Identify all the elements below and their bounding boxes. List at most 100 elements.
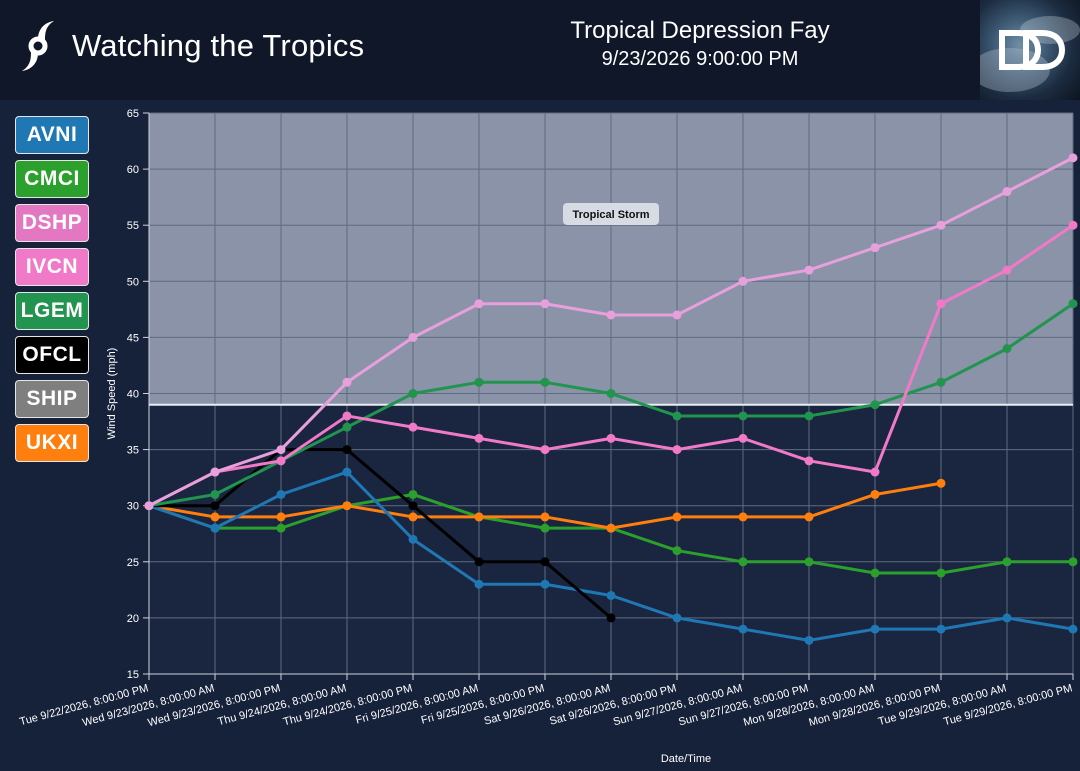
data-point-cmci bbox=[408, 489, 418, 499]
legend-button-ship[interactable]: SHIP bbox=[15, 380, 89, 418]
y-tick-label: 60 bbox=[127, 164, 139, 176]
tropical-storm-label-text: Tropical Storm bbox=[572, 209, 649, 221]
data-point-cmci bbox=[738, 557, 748, 567]
data-point-avni bbox=[804, 635, 814, 645]
data-point-avni bbox=[474, 579, 484, 589]
data-point-dshp bbox=[870, 243, 880, 253]
data-point-avni bbox=[870, 624, 880, 634]
data-point-ofcl bbox=[474, 557, 484, 567]
data-point-ukxi bbox=[672, 512, 682, 522]
dd-logo-icon bbox=[980, 0, 1080, 100]
data-point-ukxi bbox=[540, 512, 550, 522]
data-point-ukxi bbox=[408, 512, 418, 522]
y-tick-label: 45 bbox=[127, 332, 139, 344]
storm-info: Tropical Depression Fay 9/23/2026 9:00:0… bbox=[500, 16, 900, 72]
data-point-lgem bbox=[408, 389, 418, 398]
data-point-dshp bbox=[936, 220, 946, 230]
data-point-avni bbox=[1068, 624, 1078, 634]
data-point-cmci bbox=[870, 568, 880, 578]
data-point-ivcn bbox=[672, 445, 682, 455]
data-point-lgem bbox=[210, 489, 220, 499]
data-point-dshp bbox=[540, 299, 550, 309]
data-point-avni bbox=[276, 489, 286, 499]
data-point-avni bbox=[1002, 613, 1012, 623]
data-point-ukxi bbox=[936, 478, 946, 488]
data-point-avni bbox=[672, 613, 682, 623]
data-point-ukxi bbox=[276, 512, 286, 522]
brand[interactable]: Watching the Tropics bbox=[18, 20, 364, 72]
data-point-lgem bbox=[870, 400, 880, 410]
data-point-ukxi bbox=[870, 489, 880, 499]
data-point-cmci bbox=[672, 546, 682, 556]
data-point-ofcl bbox=[540, 557, 550, 567]
data-point-ofcl bbox=[210, 501, 220, 511]
data-point-ivcn bbox=[606, 433, 616, 443]
app-title: Watching the Tropics bbox=[72, 28, 365, 63]
data-point-avni bbox=[342, 467, 352, 477]
y-tick-label: 55 bbox=[127, 220, 139, 232]
legend-button-lgem[interactable]: LGEM bbox=[15, 292, 89, 330]
data-point-ofcl bbox=[342, 445, 352, 455]
data-point-lgem bbox=[606, 389, 616, 398]
data-point-ofcl bbox=[408, 501, 418, 511]
data-point-dshp bbox=[738, 276, 748, 286]
data-point-ivcn bbox=[1002, 265, 1012, 275]
data-point-ivcn bbox=[342, 411, 352, 421]
data-point-avni bbox=[606, 590, 616, 600]
data-point-dshp bbox=[474, 299, 484, 309]
data-point-ivcn bbox=[474, 433, 484, 443]
model-legend: AVNI CMCI DSHP IVCN LGEM OFCL SHIP UKXI bbox=[15, 116, 89, 468]
data-point-dshp bbox=[276, 445, 286, 455]
y-tick-label: 15 bbox=[127, 669, 139, 681]
y-tick-label: 35 bbox=[127, 445, 139, 457]
data-point-avni bbox=[936, 624, 946, 634]
data-point-lgem bbox=[738, 411, 748, 421]
data-point-ofcl bbox=[606, 613, 616, 623]
tropical-storm-label: Tropical Storm bbox=[563, 202, 659, 225]
data-point-lgem bbox=[672, 411, 682, 421]
data-point-ukxi bbox=[804, 512, 814, 522]
legend-button-ukxi[interactable]: UKXI bbox=[15, 424, 89, 462]
series-avni bbox=[144, 467, 1078, 645]
tropical-storm-label-bg bbox=[563, 202, 659, 225]
series-lgem bbox=[144, 299, 1078, 511]
data-point-lgem bbox=[1002, 344, 1012, 354]
data-point-ivcn bbox=[738, 433, 748, 443]
data-point-ivcn bbox=[870, 467, 880, 477]
data-point-lgem bbox=[474, 377, 484, 387]
data-point-ivcn bbox=[804, 456, 814, 466]
data-point-cmci bbox=[1002, 557, 1012, 567]
series-line-ofcl bbox=[149, 448, 612, 620]
data-point-cmci bbox=[276, 523, 286, 533]
legend-button-cmci[interactable]: CMCI bbox=[15, 160, 89, 198]
legend-button-avni[interactable]: AVNI bbox=[15, 116, 89, 154]
data-point-ukxi bbox=[474, 512, 484, 522]
data-point-lgem bbox=[1068, 299, 1078, 309]
data-point-lgem bbox=[936, 377, 946, 387]
data-point-dshp bbox=[1068, 153, 1078, 163]
data-point-dshp bbox=[210, 467, 220, 477]
data-point-avni bbox=[540, 579, 550, 589]
data-point-lgem bbox=[804, 411, 814, 421]
data-point-dshp bbox=[144, 501, 154, 511]
y-tick-label: 30 bbox=[127, 501, 139, 513]
data-point-avni bbox=[210, 523, 220, 533]
series-dshp bbox=[144, 153, 1078, 511]
hurricane-icon bbox=[18, 20, 58, 72]
storm-time: 9/23/2026 9:00:00 PM bbox=[601, 48, 799, 70]
data-point-cmci bbox=[936, 568, 946, 578]
data-point-ivcn bbox=[276, 456, 286, 466]
y-tick-label: 65 bbox=[127, 108, 139, 120]
legend-button-ofcl[interactable]: OFCL bbox=[15, 336, 89, 374]
data-point-dshp bbox=[1002, 187, 1012, 197]
data-point-ukxi bbox=[738, 512, 748, 522]
x-axis-title: Date/Time bbox=[661, 753, 711, 765]
y-tick-label: 40 bbox=[127, 389, 139, 401]
data-point-lgem bbox=[342, 422, 352, 432]
data-point-ivcn bbox=[1068, 220, 1078, 230]
legend-button-ivcn[interactable]: IVCN bbox=[15, 248, 89, 286]
data-point-ukxi bbox=[606, 523, 616, 533]
legend-button-dshp[interactable]: DSHP bbox=[15, 204, 89, 242]
data-point-ukxi bbox=[342, 501, 352, 511]
